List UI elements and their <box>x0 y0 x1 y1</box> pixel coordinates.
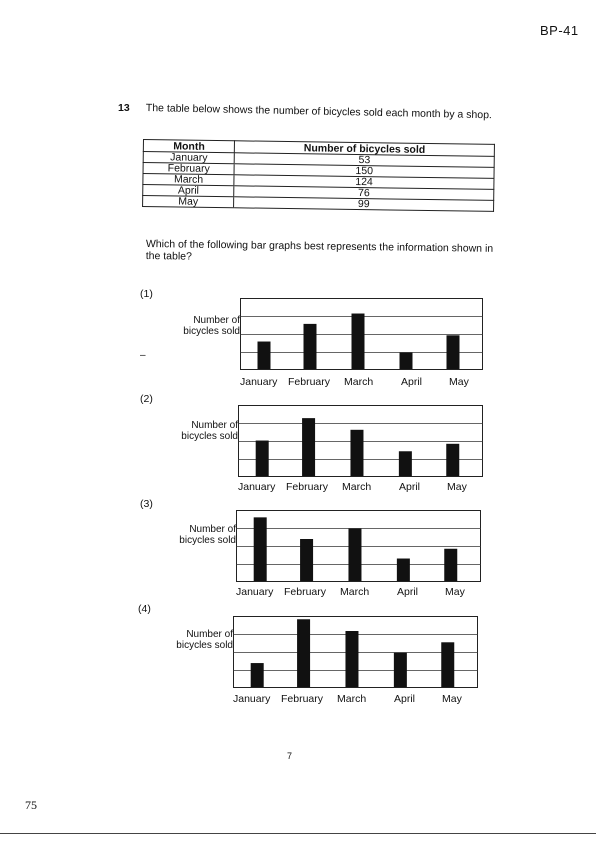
bar-march <box>348 528 362 581</box>
tick-label-may: May <box>447 481 467 493</box>
bar-april <box>398 451 412 476</box>
tick-label-january: January <box>236 586 274 598</box>
tick-label-february: February <box>288 376 331 388</box>
option-3-xlabels: January February March April May <box>236 586 481 600</box>
option-2-label: (2) <box>140 393 153 405</box>
bar-april <box>393 652 407 687</box>
tick-label-january: January <box>240 376 278 388</box>
bar-january <box>257 341 271 369</box>
option-2-ylabel: Number of bicycles sold <box>181 420 238 442</box>
page-number: 7 <box>287 751 293 761</box>
bar-february <box>303 323 317 369</box>
bar-february <box>302 418 316 476</box>
tick-label-may: May <box>442 693 462 705</box>
chart-frame <box>240 298 483 370</box>
option-4-label: (4) <box>138 603 151 615</box>
tick-label-january: January <box>233 693 271 705</box>
tick-label-february: February <box>281 693 324 705</box>
bar-april <box>399 352 413 369</box>
table-cell-month: May <box>142 196 234 208</box>
question-number: 13 <box>118 102 130 114</box>
margin-dash: – <box>140 350 146 361</box>
option-1-chart <box>240 298 483 370</box>
tick-label-april: April <box>399 481 421 493</box>
bar-january <box>250 663 264 687</box>
bicycle-sales-table: Month Number of bicycles sold January 53… <box>142 139 495 212</box>
chart-frame <box>233 616 478 688</box>
option-1-label: (1) <box>140 288 153 300</box>
bar-april <box>396 558 410 581</box>
bottom-rule <box>0 833 596 834</box>
option-2-xlabels: January February March April May <box>238 481 483 495</box>
bar-march <box>350 429 364 476</box>
bar-may <box>444 548 458 581</box>
chart-frame <box>236 510 481 582</box>
bar-march <box>351 313 365 369</box>
bar-january <box>255 440 269 476</box>
tick-label-march: March <box>340 586 370 598</box>
tick-label-february: February <box>284 586 327 598</box>
table-cell-count: 99 <box>233 196 494 212</box>
question-text: The table below shows the number of bicy… <box>145 102 493 122</box>
option-3-ylabel: Number of bicycles sold <box>179 524 236 546</box>
option-3-label: (3) <box>140 498 153 510</box>
tick-label-april: April <box>397 586 419 598</box>
bar-february <box>297 619 311 687</box>
tick-label-march: March <box>337 693 367 705</box>
tick-label-april: April <box>394 693 416 705</box>
side-number: 75 <box>25 798 37 812</box>
bar-may <box>446 335 460 369</box>
bar-january <box>253 517 267 581</box>
option-2-chart <box>238 405 483 477</box>
option-1-ylabel: Number of bicycles sold <box>183 315 240 337</box>
tick-label-february: February <box>286 481 329 493</box>
tick-label-may: May <box>449 376 469 388</box>
option-4-ylabel: Number of bicycles sold <box>176 629 233 651</box>
paper-code: BP-41 <box>540 23 579 38</box>
bar-may <box>441 642 455 687</box>
question-prompt: Which of the following bar graphs best r… <box>145 238 494 263</box>
option-3-chart <box>236 510 481 582</box>
tick-label-march: March <box>342 481 372 493</box>
bar-may <box>446 443 460 476</box>
tick-label-may: May <box>445 586 465 598</box>
bar-february <box>300 539 314 581</box>
chart-frame <box>238 405 483 477</box>
tick-label-january: January <box>238 481 276 493</box>
option-4-xlabels: January February March April May <box>233 693 478 707</box>
option-4-chart <box>233 616 478 688</box>
bar-march <box>345 631 359 687</box>
tick-label-april: April <box>401 376 423 388</box>
tick-label-march: March <box>344 376 374 388</box>
option-1-xlabels: January February March April May <box>240 376 483 390</box>
